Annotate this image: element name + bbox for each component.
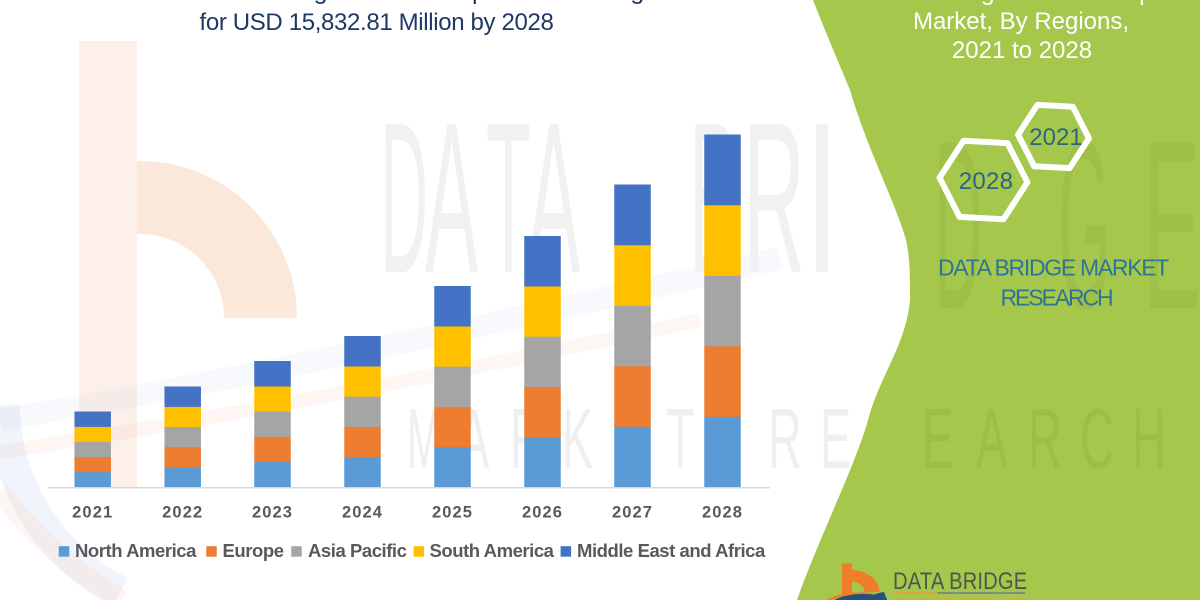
svg-text:Asia Pacific: Asia Pacific bbox=[308, 540, 407, 561]
svg-text:Global Surgical Microscopes: Global Surgical Microscopes bbox=[863, 0, 1180, 6]
svg-text:2024: 2024 bbox=[342, 504, 383, 522]
svg-text:A: A bbox=[976, 391, 1007, 486]
svg-text:C: C bbox=[1080, 391, 1114, 486]
svg-text:E: E bbox=[820, 391, 851, 486]
svg-text:2021: 2021 bbox=[1029, 124, 1082, 151]
svg-text:T: T bbox=[486, 79, 531, 319]
svg-text:North America: North America bbox=[75, 540, 197, 561]
svg-text:2021 to 2028: 2021 to 2028 bbox=[952, 37, 1092, 64]
svg-text:D: D bbox=[380, 77, 428, 317]
svg-text:2027: 2027 bbox=[612, 504, 653, 522]
svg-text:for USD 15,832.81 Million by 2: for USD 15,832.81 Million by 2028 bbox=[200, 9, 554, 36]
svg-text:Middle East and Africa: Middle East and Africa bbox=[577, 540, 766, 561]
svg-text:D: D bbox=[934, 91, 983, 359]
svg-text:RESEARCH: RESEARCH bbox=[1000, 285, 1111, 311]
svg-text:Global Surgical Microscopes Ma: Global Surgical Microscopes Market to gr… bbox=[195, 0, 685, 5]
svg-text:2025: 2025 bbox=[432, 504, 473, 522]
svg-text:2022: 2022 bbox=[162, 504, 203, 522]
svg-text:MARKET RESEARCH: MARKET RESEARCH bbox=[895, 598, 1034, 600]
svg-text:H: H bbox=[1132, 391, 1166, 486]
svg-text:South America: South America bbox=[430, 540, 555, 561]
svg-text:2028: 2028 bbox=[959, 168, 1014, 195]
svg-text:A: A bbox=[425, 78, 478, 318]
svg-text:DATA BRIDGE MARKET: DATA BRIDGE MARKET bbox=[938, 255, 1169, 281]
svg-text:Market, By Regions,: Market, By Regions, bbox=[913, 8, 1129, 35]
svg-text:E: E bbox=[922, 391, 953, 486]
svg-text:DATA BRIDGE: DATA BRIDGE bbox=[893, 567, 1027, 594]
svg-text:T: T bbox=[666, 391, 695, 486]
svg-text:R: R bbox=[743, 78, 805, 318]
svg-text:G: G bbox=[1058, 91, 1110, 359]
svg-text:K: K bbox=[562, 391, 593, 486]
svg-text:R: R bbox=[768, 391, 802, 486]
svg-text:E: E bbox=[1143, 92, 1200, 359]
svg-text:2026: 2026 bbox=[522, 504, 563, 522]
svg-text:2021: 2021 bbox=[72, 504, 113, 522]
svg-text:2023: 2023 bbox=[252, 504, 293, 522]
svg-text:I: I bbox=[804, 78, 840, 318]
svg-text:Europe: Europe bbox=[223, 540, 284, 561]
svg-text:R: R bbox=[1028, 391, 1062, 486]
svg-text:2028: 2028 bbox=[702, 504, 743, 522]
